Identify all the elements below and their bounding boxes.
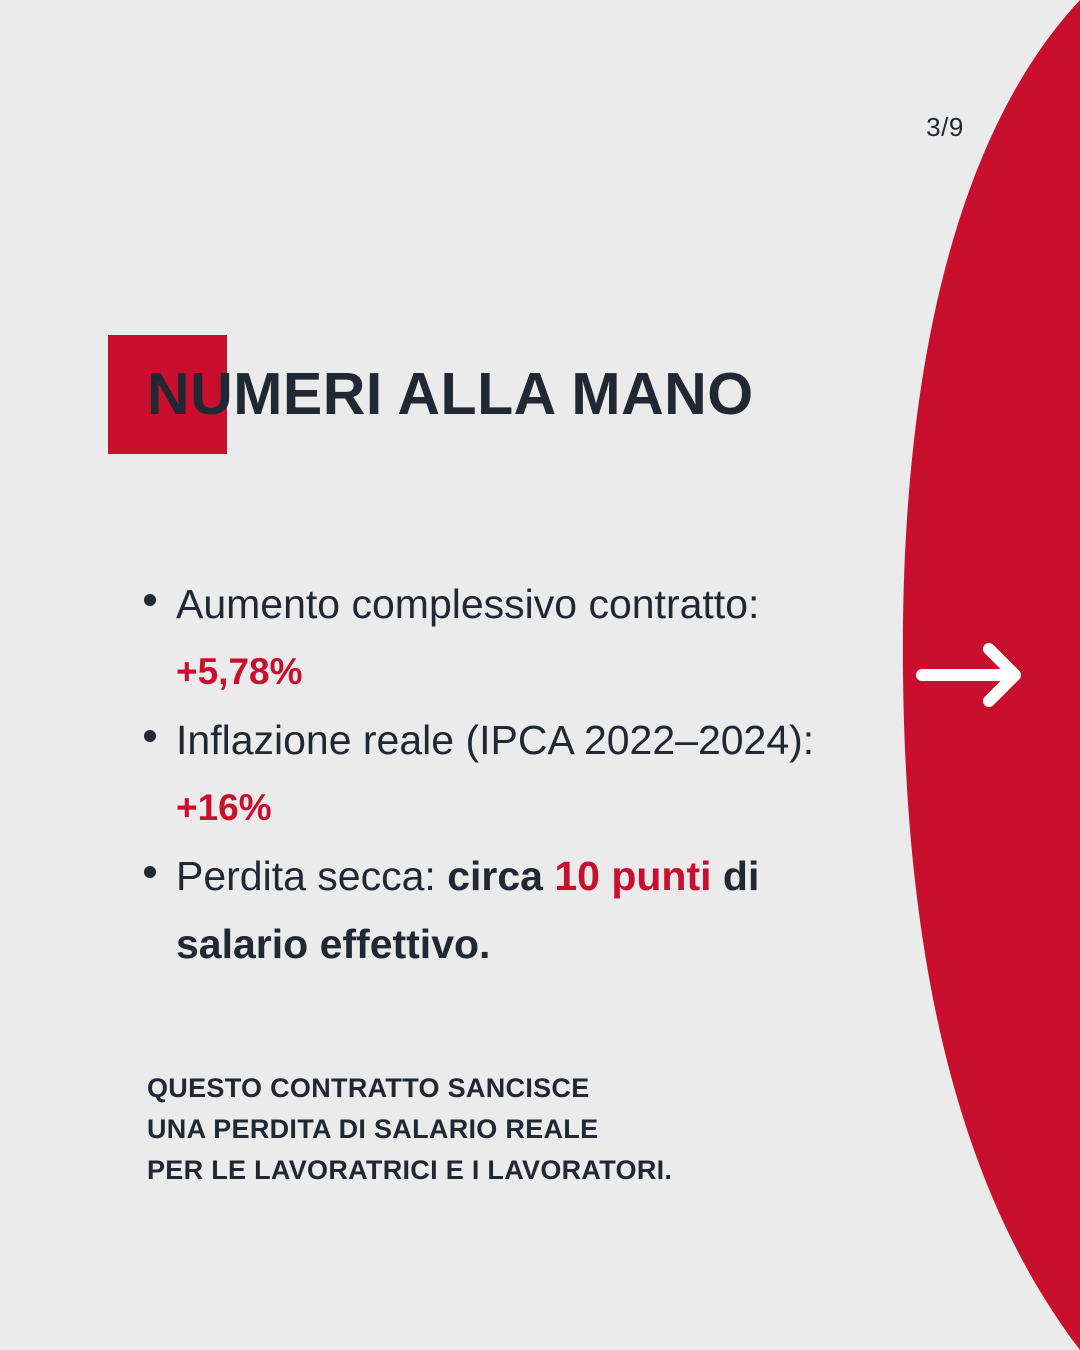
increase-label: Aumento complessivo contratto:	[176, 581, 760, 627]
bullet-dot	[144, 730, 156, 742]
conclusion-line-1: QUESTO CONTRATTO SANCISCE	[147, 1073, 590, 1103]
loss-bold-text-2: di	[711, 853, 760, 899]
conclusion-line-2: UNA PERDITA DI SALARIO REALE	[147, 1114, 599, 1144]
loss-prefix: Perdita secca:	[176, 853, 448, 899]
page-counter: 3/9	[926, 112, 964, 142]
bullet-dot	[144, 866, 156, 878]
increase-value: +5,78%	[176, 651, 303, 692]
inflation-value: +16%	[176, 787, 272, 828]
loss-highlight: 10 punti	[554, 853, 712, 899]
bullet-dot	[144, 594, 156, 606]
title-accent-block	[108, 335, 227, 454]
page-title: NUMERI ALLA MANO	[147, 361, 754, 427]
list-item-loss: Perdita secca: circa 10 punti di salario…	[140, 842, 880, 978]
list-item-inflation: Inflazione reale (IPCA 2022–2024): +16%	[140, 706, 880, 842]
loss-bold-text: circa	[447, 853, 555, 899]
inflation-label: Inflazione reale (IPCA 2022–2024):	[176, 717, 815, 763]
conclusion-text: QUESTO CONTRATTO SANCISCE UNA PERDITA DI…	[147, 1068, 847, 1191]
stats-list: Aumento complessivo contratto: +5,78% In…	[140, 570, 880, 978]
conclusion-line-3: PER LE LAVORATRICI E I LAVORATORI.	[147, 1155, 673, 1185]
loss-line-2: salario effettivo.	[176, 921, 491, 967]
list-item-increase: Aumento complessivo contratto: +5,78%	[140, 570, 880, 706]
loss-line-1: Perdita secca: circa 10 punti di	[176, 842, 880, 910]
arrow-right-icon[interactable]	[912, 640, 1030, 710]
